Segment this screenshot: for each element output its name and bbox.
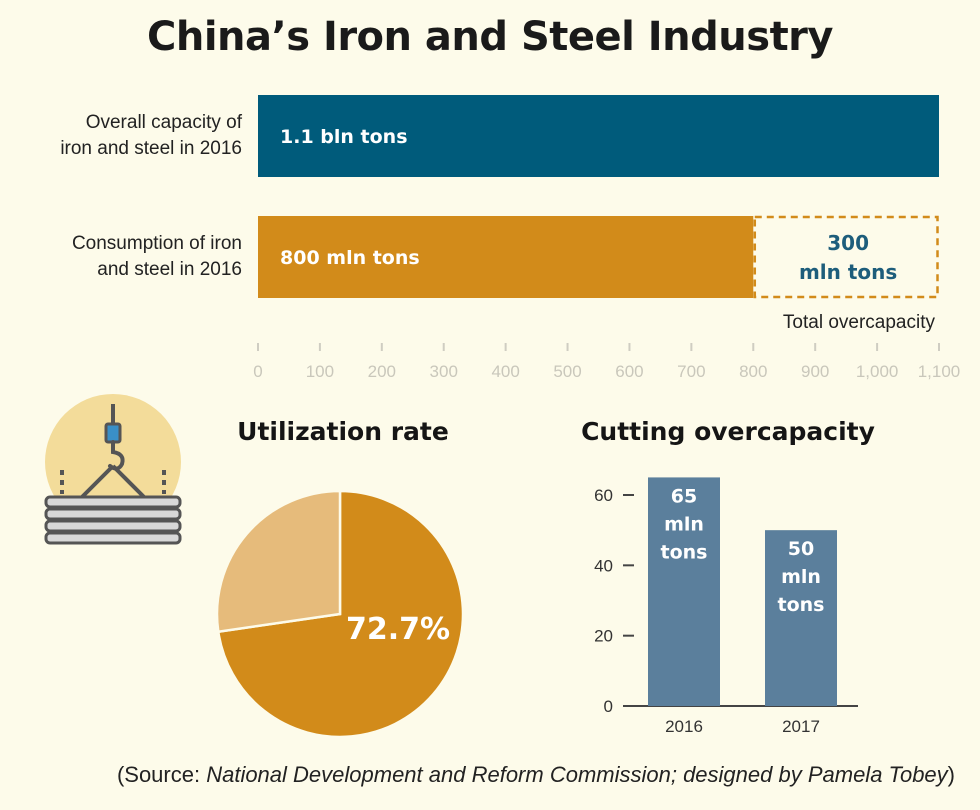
x-tick-label-800: 800 — [739, 362, 767, 381]
bar-value-label-2: 800 mln tons — [280, 247, 420, 269]
column-value-label-2016-line-3: tons — [661, 541, 708, 563]
x-tick-label-700: 700 — [677, 362, 705, 381]
chart-title: China’s Iron and Steel Industry — [147, 14, 833, 60]
bar-2 — [258, 216, 754, 298]
x-tick-label-100: 100 — [306, 362, 334, 381]
x-tick-label-1100: 1,100 — [918, 362, 961, 381]
steel-plate-1 — [44, 495, 182, 509]
x-tick-label-0: 0 — [253, 362, 262, 381]
cutting-overcapacity-chart: Cutting overcapacity 0 20 40 60 65 mln tons 2016… — [581, 417, 875, 736]
y-tick-label-20: 20 — [594, 627, 613, 646]
column-value-label-2017-line-2: mln — [781, 566, 821, 588]
y-tick-label-0: 0 — [604, 697, 613, 716]
hook-block — [104, 422, 122, 444]
column-chart-title: Cutting overcapacity — [581, 417, 875, 446]
pie-title: Utilization rate — [237, 417, 449, 446]
column-value-label-2016-line-1: 65 — [671, 485, 697, 507]
x-tick-label-400: 400 — [491, 362, 519, 381]
column-bar-2016 — [648, 477, 720, 706]
source-suffix: ) — [947, 762, 955, 787]
sling-left — [80, 464, 115, 499]
row-label-1-line-1: Overall capacity of — [86, 112, 243, 133]
row-label-2-line-1: Consumption of iron — [72, 233, 242, 254]
y-tick-label-60: 60 — [594, 486, 613, 505]
column-value-label-2017-line-1: 50 — [788, 538, 814, 560]
bar-value-label-1: 1.1 bln tons — [280, 126, 408, 148]
pie-slice-2 — [215, 489, 342, 634]
x-tick-label-300: 300 — [430, 362, 458, 381]
overcapacity-label-line-2: mln tons — [799, 260, 897, 284]
column-bar-2017 — [765, 530, 837, 706]
x-tick-label-200: 200 — [368, 362, 396, 381]
source-prefix: (Source: — [116, 762, 207, 787]
row-label-1-line-2: iron and steel in 2016 — [60, 138, 242, 159]
utilization-pie-chart: Utilization rate 72.7% — [215, 417, 465, 739]
steel-plate-3 — [44, 519, 182, 533]
x-tick-label-1000: 1,000 — [856, 362, 899, 381]
x-tick-label-900: 900 — [801, 362, 829, 381]
crane-hook-steel-coil-icon — [44, 394, 182, 545]
overcapacity-caption: Total overcapacity — [783, 312, 936, 333]
pie-slice-label-1: 72.7% — [346, 612, 450, 647]
x-category-label-2016: 2016 — [665, 717, 703, 736]
x-tick-label-500: 500 — [553, 362, 581, 381]
y-tick-label-40: 40 — [594, 556, 613, 575]
x-tick-label-600: 600 — [615, 362, 643, 381]
capacity-bar-chart: 1.1 bln tons Overall capacity of iron and … — [60, 95, 960, 381]
overcapacity-label-line-1: 300 — [827, 231, 869, 255]
sling-right — [111, 464, 146, 499]
column-value-label-2017-line-3: tons — [778, 594, 825, 616]
bar-1 — [258, 95, 939, 177]
steel-plate-2 — [44, 507, 182, 521]
row-label-2-line-2: and steel in 2016 — [97, 259, 242, 280]
steel-plate-4 — [44, 531, 182, 545]
x-category-label-2017: 2017 — [782, 717, 820, 736]
overcapacity-box — [753, 215, 939, 299]
source-note: (Source: National Development and Reform… — [0, 762, 955, 788]
source-body: National Development and Reform Commissi… — [206, 762, 948, 787]
column-value-label-2016-line-2: mln — [664, 513, 704, 535]
